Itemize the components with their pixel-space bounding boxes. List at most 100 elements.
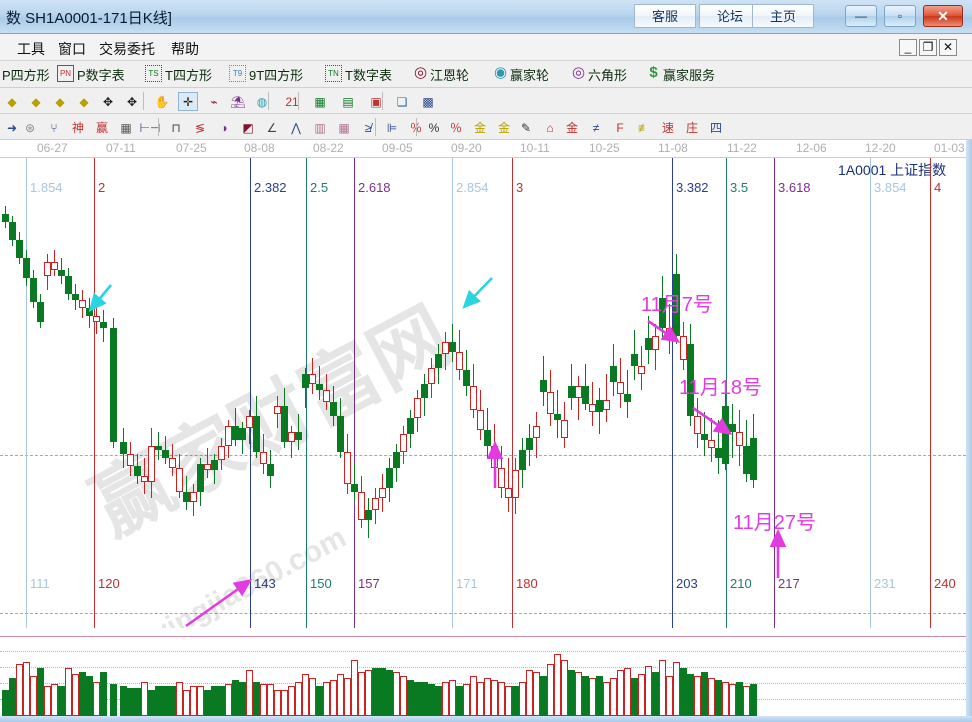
candlestick <box>589 158 596 628</box>
arrow-left-right-icon[interactable]: ◆ <box>7 94 17 109</box>
mdi-restore-button[interactable]: ❐ <box>919 39 937 56</box>
brain-analysis-icon[interactable]: ◍ <box>256 94 268 109</box>
price-plot[interactable]: 赢家财富网 www.yingjia360.com QQ:100800360 11… <box>0 158 966 628</box>
candle-body <box>428 368 435 384</box>
fan-icon[interactable]: ⛱ <box>230 94 246 109</box>
print-icon[interactable]: ▩ <box>422 94 434 109</box>
volume-panel[interactable] <box>0 636 966 716</box>
candlestick <box>666 158 673 628</box>
tool-winner-service[interactable]: 赢家服务 <box>663 68 716 83</box>
maximize-button[interactable]: ▫ <box>884 5 916 27</box>
percent-red-icon[interactable]: ％ <box>406 118 426 137</box>
tool-p-square[interactable]: P四方形 <box>2 68 50 83</box>
candle-body <box>246 416 253 428</box>
volume-bar <box>358 672 365 716</box>
tool-winner-wheel[interactable]: 赢家轮 <box>510 68 550 83</box>
close-button[interactable]: ✕ <box>923 5 963 27</box>
angle-icon[interactable]: ∠ <box>266 120 278 135</box>
winner-service-icon[interactable]: $ <box>649 65 658 81</box>
crosshair-icon[interactable]: ✛ <box>178 92 198 111</box>
candle-body <box>638 366 645 374</box>
gold-line-icon[interactable]: 金 <box>497 120 510 135</box>
candle-body <box>708 440 715 448</box>
p-number-table-icon[interactable]: PN <box>57 65 74 82</box>
candle-body <box>127 454 134 466</box>
mdi-minimize-button[interactable]: _ <box>899 39 917 56</box>
pitchfork-icon[interactable]: ⑂ <box>50 120 58 135</box>
fan-lines-icon[interactable]: ≶ <box>194 120 206 135</box>
grid-box2-icon[interactable]: ▦ <box>338 120 350 135</box>
channel-icon[interactable]: ≱ <box>364 120 372 135</box>
tool-t-square[interactable]: T四方形 <box>165 68 212 83</box>
chart-area[interactable]: 06-27 07-11 07-25 08-08 08-22 09-05 09-20 10-11… <box>0 140 972 722</box>
zigzag-icon[interactable]: ⋀ <box>291 120 301 135</box>
volume-bar <box>365 670 372 716</box>
ladder-icon[interactable]: ⊫ <box>386 120 398 135</box>
table-icon[interactable]: ▦ <box>314 94 326 109</box>
save-image-icon[interactable]: ▣ <box>370 94 382 109</box>
hexagon-icon[interactable]: ◎ <box>571 65 586 81</box>
arc-red-icon[interactable]: ⌂ <box>546 120 554 135</box>
dealer-line-icon[interactable]: 庄 <box>685 120 698 135</box>
copy-icon[interactable]: ❏ <box>396 94 408 109</box>
gold-circle-icon[interactable]: 金 <box>473 120 486 135</box>
hand-pan-icon[interactable]: ✋ <box>154 94 170 109</box>
shen-tool-icon[interactable]: 神 <box>71 120 84 135</box>
gann-grid-icon[interactable]: ⊛ <box>24 120 36 135</box>
menu-tools[interactable]: 工具 <box>17 41 45 57</box>
measure-icon[interactable]: ⊢⊣ <box>139 120 161 135</box>
retracement-icon[interactable]: ◩ <box>242 120 254 135</box>
customer-service-button[interactable]: 客服 <box>634 4 696 28</box>
t-number-table-icon[interactable]: TN <box>325 65 342 82</box>
volume-bar <box>37 668 44 716</box>
arc-icon[interactable]: ◑ <box>220 120 228 135</box>
gold-ratio-icon[interactable]: ≢ <box>638 120 650 135</box>
menu-help[interactable]: 帮助 <box>171 41 199 57</box>
menu-window[interactable]: 窗口 <box>58 41 86 57</box>
four-line-icon[interactable]: 四 <box>709 120 722 135</box>
ying-tool-icon[interactable]: 赢 <box>95 120 108 135</box>
gann-wheel-icon[interactable]: ◎ <box>413 65 428 81</box>
menu-trade-order[interactable]: 交易委托 <box>99 41 155 57</box>
cursor-arrow-icon[interactable]: ➜ <box>6 120 18 135</box>
date-axis-label: 08-22 <box>313 141 344 155</box>
report-icon[interactable]: ▤ <box>342 94 354 109</box>
move-cross-icon[interactable]: ✥ <box>102 94 114 109</box>
candlestick <box>169 158 176 628</box>
pencil-icon[interactable]: ✎ <box>520 120 532 135</box>
rectangle-icon[interactable]: ⊓ <box>171 120 181 135</box>
arrow-expand-icon[interactable]: ◆ <box>79 94 89 109</box>
grid-box-icon[interactable]: ▥ <box>314 120 326 135</box>
forum-button[interactable]: 论坛 <box>699 4 761 28</box>
percent-line-icon[interactable]: ％ <box>449 120 462 135</box>
price-level-line <box>0 613 966 614</box>
tool-t-number-table[interactable]: T数字表 <box>345 68 392 83</box>
tool-p-number-table[interactable]: P数字表 <box>77 68 125 83</box>
t-square-icon[interactable]: TS <box>145 65 162 82</box>
volume-bar <box>30 676 37 716</box>
draw-line-icon[interactable]: ⌁ <box>210 94 218 109</box>
winner-wheel-icon[interactable]: ◉ <box>493 65 508 81</box>
minimize-button[interactable]: — <box>845 5 877 27</box>
fibonacci-icon[interactable]: F <box>616 120 624 135</box>
move-all-icon[interactable]: ✥ <box>126 94 138 109</box>
volume-bar <box>659 660 666 716</box>
candlestick <box>512 158 519 628</box>
percent-icon[interactable]: % <box>428 120 440 135</box>
arrow-diamond-icon[interactable]: ◆ <box>55 94 65 109</box>
tool-gann-wheel[interactable]: 江恩轮 <box>430 68 470 83</box>
volume-bar <box>86 676 93 716</box>
mdi-close-button[interactable]: ✕ <box>939 39 957 56</box>
tool-hexagon[interactable]: 六角形 <box>588 68 628 83</box>
arrow-right-icon[interactable]: ◆ <box>31 94 41 109</box>
calendar-icon[interactable]: 21 <box>285 94 299 109</box>
candlestick <box>58 158 65 628</box>
homepage-button[interactable]: 主页 <box>752 4 814 28</box>
tool-9t-square[interactable]: 9T四方形 <box>249 68 304 83</box>
nine-t-square-icon[interactable]: T9 <box>229 65 246 82</box>
volume-bar <box>100 672 107 716</box>
grid-tool-icon[interactable]: ▦ <box>120 120 132 135</box>
speed-resist-icon[interactable]: 速 <box>661 120 674 135</box>
speed-line-icon[interactable]: ≠ <box>592 120 600 135</box>
gold-red-icon[interactable]: 金 <box>565 120 578 135</box>
